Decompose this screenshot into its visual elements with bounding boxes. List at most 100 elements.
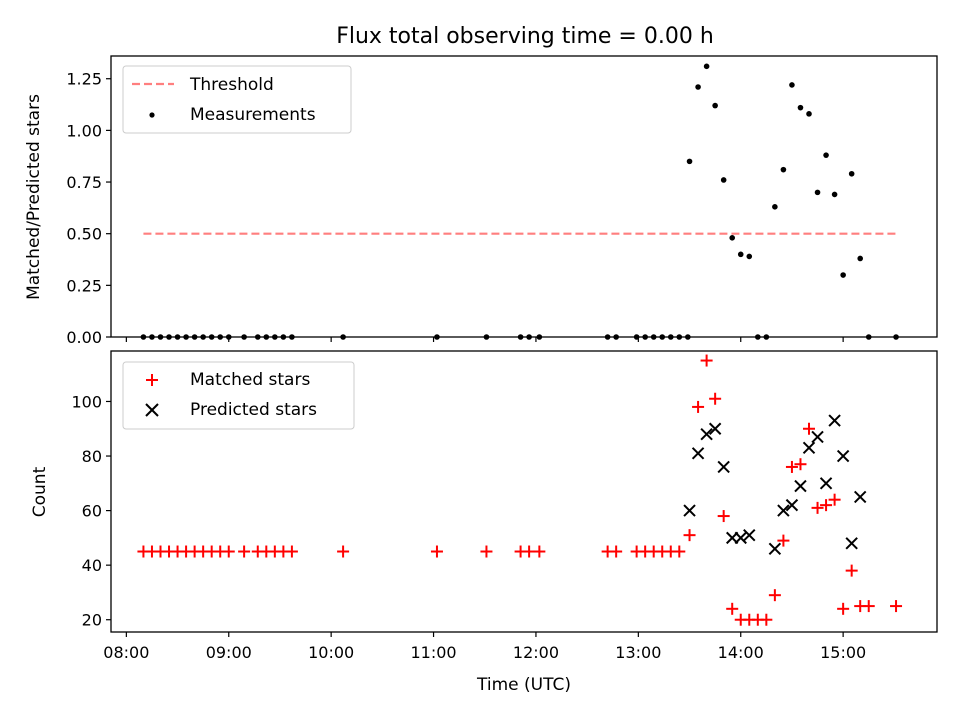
matched-stars-point <box>692 400 705 413</box>
x-tick-label: 15:00 <box>820 643 866 662</box>
matched-stars-point <box>726 602 739 615</box>
predicted-stars-point <box>708 422 722 435</box>
measurement-point <box>703 63 710 70</box>
measurement-point <box>746 253 753 260</box>
matched-stars-point <box>683 529 696 542</box>
bottom-y-axis-label: Count <box>30 466 50 517</box>
predicted-stars-point <box>794 479 807 493</box>
legend-matched-label: Matched stars <box>190 370 310 390</box>
matched-stars-point <box>785 460 798 473</box>
matched-stars-point <box>862 600 875 613</box>
matched-stars-point <box>890 600 903 613</box>
legend-matched-swatch <box>146 374 158 386</box>
x-tick-label: 09:00 <box>206 643 252 662</box>
legend-predicted-label: Predicted stars <box>190 400 317 420</box>
matched-stars-point <box>768 589 781 602</box>
matched-stars-point <box>480 545 493 558</box>
measurement-point <box>772 204 778 210</box>
predicted-stars-point <box>845 537 858 550</box>
matched-stars-point <box>845 564 858 577</box>
bottom-y-tick-label: 100 <box>71 392 102 411</box>
top-y-tick-label: 1.00 <box>66 121 102 140</box>
top-panel: 0.00 0.25 0.50 0.75 1.00 1.25 Matched/Predict… <box>24 55 938 347</box>
matched-stars-point <box>811 501 824 514</box>
measurement-point <box>737 251 744 258</box>
measurement-point <box>797 104 804 111</box>
predicted-stars-point <box>691 447 705 460</box>
predicted-stars-point <box>768 542 782 555</box>
predicted-stars-point <box>683 504 696 517</box>
predicted-stars-point <box>717 460 730 474</box>
top-y-tick-label: 1.25 <box>66 70 102 89</box>
bottom-y-tick-label: 40 <box>82 556 102 575</box>
matched-stars-point <box>760 613 773 626</box>
predicted-stars-point <box>828 414 841 427</box>
top-y-ticks: 0.00 0.25 0.50 0.75 1.00 1.25 <box>66 70 111 347</box>
matched-stars-point <box>238 545 251 558</box>
bottom-y-tick-label: 80 <box>82 447 102 466</box>
measurement-point <box>780 166 787 173</box>
measurement-point <box>720 177 727 183</box>
matched-stars-point <box>717 510 730 523</box>
top-y-tick-label: 0.50 <box>66 225 102 244</box>
predicted-stars-point <box>743 528 756 542</box>
top-y-tick-label: 0.00 <box>66 328 102 347</box>
x-tick-label: 08:00 <box>103 643 149 662</box>
legend-measurements-swatch <box>149 112 155 118</box>
legend-threshold-label: Threshold <box>189 75 274 95</box>
measurement-point <box>729 235 736 241</box>
measurement-point <box>712 102 718 109</box>
bottom-axes-frame <box>110 350 938 633</box>
x-tick-label: 11:00 <box>410 643 456 662</box>
bottom-panel: 20 40 60 80 100 08:00 09:00 10:00 11:00 12:00 13:… <box>30 350 938 695</box>
top-y-axis-label: Matched/Predicted stars <box>24 94 44 300</box>
bottom-y-tick-label: 20 <box>82 611 102 630</box>
predicted-stars-point <box>811 430 824 444</box>
matched-stars-point <box>803 422 816 435</box>
matched-stars-point <box>709 392 722 405</box>
bottom-y-ticks: 20 40 60 80 100 <box>71 392 111 630</box>
predicted-stars-point <box>785 498 799 512</box>
legend-measurements-label: Measurements <box>190 105 316 125</box>
predicted-stars-point <box>700 428 713 441</box>
top-x-ticks <box>125 337 844 342</box>
predicted-stars-point <box>802 441 816 455</box>
measurement-point <box>840 272 846 278</box>
x-tick-label: 12:00 <box>513 643 559 662</box>
top-axes-frame <box>110 55 938 338</box>
legend-predicted-swatch <box>145 403 159 417</box>
bottom-plot-area <box>137 354 903 626</box>
matched-stars-point <box>533 545 546 558</box>
matched-stars-point <box>828 493 841 506</box>
measurement-point <box>848 170 855 177</box>
predicted-stars-point <box>836 449 850 463</box>
bottom-x-ticks: 08:00 09:00 10:00 11:00 12:00 13:00 14:00 15:00 <box>103 632 866 662</box>
measurement-point <box>789 82 795 88</box>
top-y-tick-label: 0.25 <box>66 276 102 295</box>
predicted-stars-point <box>777 504 790 517</box>
predicted-stars-point <box>853 490 867 504</box>
x-tick-label: 13:00 <box>615 643 661 662</box>
matched-stars-point <box>222 545 235 558</box>
chart-title: Flux total observing time = 0.00 h <box>336 24 714 49</box>
bottom-legend: Matched stars Predicted stars <box>122 361 355 430</box>
measurement-point <box>814 189 821 196</box>
top-y-tick-label: 0.75 <box>66 173 102 192</box>
predicted-stars-point <box>819 477 833 490</box>
measurement-point <box>857 255 864 262</box>
matched-stars-point <box>610 545 623 558</box>
matched-stars-point <box>794 458 807 471</box>
measurement-point <box>806 111 812 117</box>
matched-stars-point <box>700 354 713 367</box>
top-legend: Threshold Measurements <box>122 65 352 134</box>
bottom-legend-box <box>122 361 355 430</box>
matched-stars-point <box>337 545 350 558</box>
matched-stars-point <box>285 545 298 558</box>
matched-stars-point <box>837 602 850 615</box>
matched-stars-point <box>523 545 536 558</box>
predicted-stars-point <box>734 531 747 545</box>
measurement-point <box>831 191 838 198</box>
x-axis-label: Time (UTC) <box>476 675 571 695</box>
top-legend-box <box>122 65 352 134</box>
